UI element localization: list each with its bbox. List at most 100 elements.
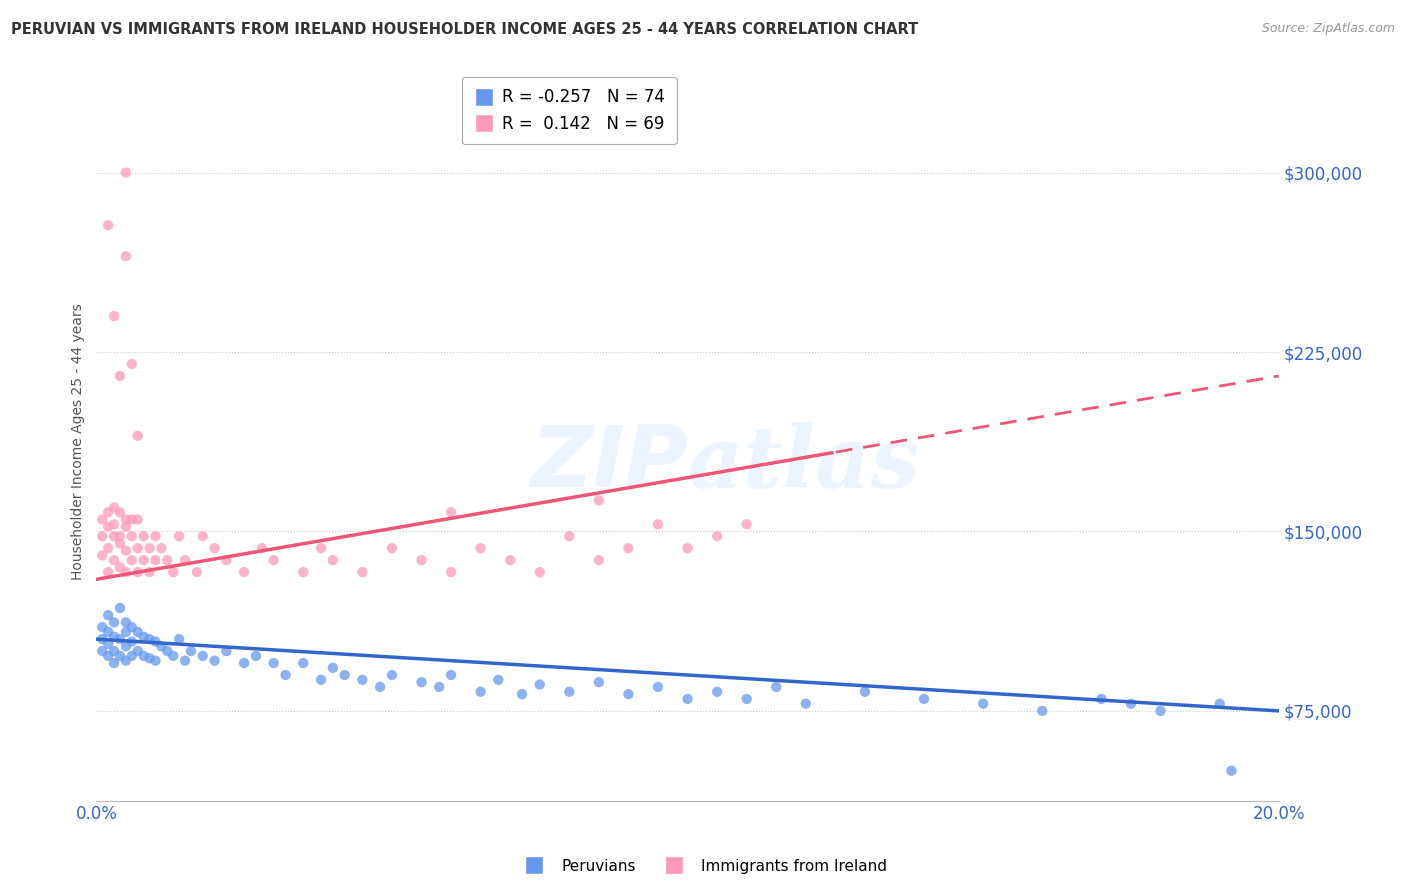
Point bbox=[470, 541, 492, 556]
Point bbox=[97, 637, 120, 651]
Point bbox=[150, 541, 173, 556]
Point bbox=[174, 553, 197, 567]
Point bbox=[499, 553, 522, 567]
Point bbox=[470, 685, 492, 699]
Point bbox=[115, 640, 138, 654]
Point bbox=[115, 615, 138, 630]
Point bbox=[138, 651, 160, 665]
Point bbox=[150, 640, 173, 654]
Point bbox=[853, 685, 876, 699]
Point bbox=[132, 648, 155, 663]
Point bbox=[91, 549, 114, 563]
Point bbox=[529, 677, 551, 691]
Point bbox=[1119, 697, 1142, 711]
Point bbox=[132, 630, 155, 644]
Point bbox=[486, 673, 509, 687]
Point bbox=[103, 500, 125, 515]
Point bbox=[108, 632, 131, 647]
Point bbox=[529, 565, 551, 579]
Point bbox=[765, 680, 787, 694]
Point bbox=[121, 553, 143, 567]
Point bbox=[103, 553, 125, 567]
Point bbox=[440, 668, 463, 682]
Point bbox=[97, 218, 120, 232]
Point bbox=[440, 565, 463, 579]
Point bbox=[103, 630, 125, 644]
Point bbox=[215, 553, 238, 567]
Point bbox=[162, 565, 184, 579]
Point bbox=[156, 553, 179, 567]
Point bbox=[156, 644, 179, 658]
Point bbox=[145, 654, 167, 668]
Point bbox=[381, 668, 404, 682]
Point bbox=[132, 529, 155, 543]
Point bbox=[127, 429, 149, 443]
Point bbox=[121, 512, 143, 526]
Point bbox=[138, 565, 160, 579]
Point bbox=[1220, 764, 1243, 778]
Point bbox=[735, 517, 758, 532]
Point bbox=[145, 634, 167, 648]
Point bbox=[676, 541, 699, 556]
Point bbox=[108, 529, 131, 543]
Point bbox=[108, 536, 131, 550]
Point bbox=[108, 505, 131, 519]
Point bbox=[427, 680, 450, 694]
Point bbox=[558, 529, 581, 543]
Point bbox=[115, 543, 138, 558]
Text: PERUVIAN VS IMMIGRANTS FROM IRELAND HOUSEHOLDER INCOME AGES 25 - 44 YEARS CORREL: PERUVIAN VS IMMIGRANTS FROM IRELAND HOUS… bbox=[11, 22, 918, 37]
Point bbox=[127, 565, 149, 579]
Point bbox=[97, 648, 120, 663]
Point bbox=[215, 644, 238, 658]
Point bbox=[97, 541, 120, 556]
Point bbox=[233, 656, 256, 670]
Point bbox=[91, 529, 114, 543]
Point bbox=[115, 165, 138, 179]
Point bbox=[1090, 692, 1112, 706]
Point bbox=[292, 565, 315, 579]
Point bbox=[440, 505, 463, 519]
Point bbox=[292, 656, 315, 670]
Point bbox=[108, 601, 131, 615]
Point bbox=[145, 529, 167, 543]
Point bbox=[558, 685, 581, 699]
Point bbox=[132, 553, 155, 567]
Point bbox=[647, 680, 669, 694]
Point bbox=[91, 644, 114, 658]
Point bbox=[108, 368, 131, 383]
Point bbox=[912, 692, 935, 706]
Point bbox=[972, 697, 994, 711]
Point bbox=[162, 648, 184, 663]
Legend: R = -0.257   N = 74, R =  0.142   N = 69: R = -0.257 N = 74, R = 0.142 N = 69 bbox=[463, 77, 676, 145]
Point bbox=[186, 565, 208, 579]
Point bbox=[676, 692, 699, 706]
Point bbox=[322, 661, 344, 675]
Point bbox=[103, 656, 125, 670]
Point bbox=[322, 553, 344, 567]
Point bbox=[368, 680, 391, 694]
Point bbox=[108, 560, 131, 574]
Point bbox=[103, 309, 125, 323]
Point bbox=[115, 654, 138, 668]
Point bbox=[121, 634, 143, 648]
Point bbox=[115, 624, 138, 639]
Text: ZIP: ZIP bbox=[530, 422, 688, 505]
Point bbox=[333, 668, 356, 682]
Legend: Peruvians, Immigrants from Ireland: Peruvians, Immigrants from Ireland bbox=[512, 853, 894, 880]
Point bbox=[115, 249, 138, 263]
Point bbox=[1208, 697, 1230, 711]
Point bbox=[174, 654, 197, 668]
Point bbox=[588, 553, 610, 567]
Point bbox=[103, 529, 125, 543]
Point bbox=[127, 541, 149, 556]
Point bbox=[138, 632, 160, 647]
Point bbox=[145, 553, 167, 567]
Point bbox=[97, 505, 120, 519]
Y-axis label: Householder Income Ages 25 - 44 years: Householder Income Ages 25 - 44 years bbox=[72, 303, 86, 580]
Point bbox=[108, 648, 131, 663]
Point bbox=[127, 624, 149, 639]
Point bbox=[204, 541, 226, 556]
Point bbox=[735, 692, 758, 706]
Point bbox=[647, 517, 669, 532]
Point bbox=[510, 687, 533, 701]
